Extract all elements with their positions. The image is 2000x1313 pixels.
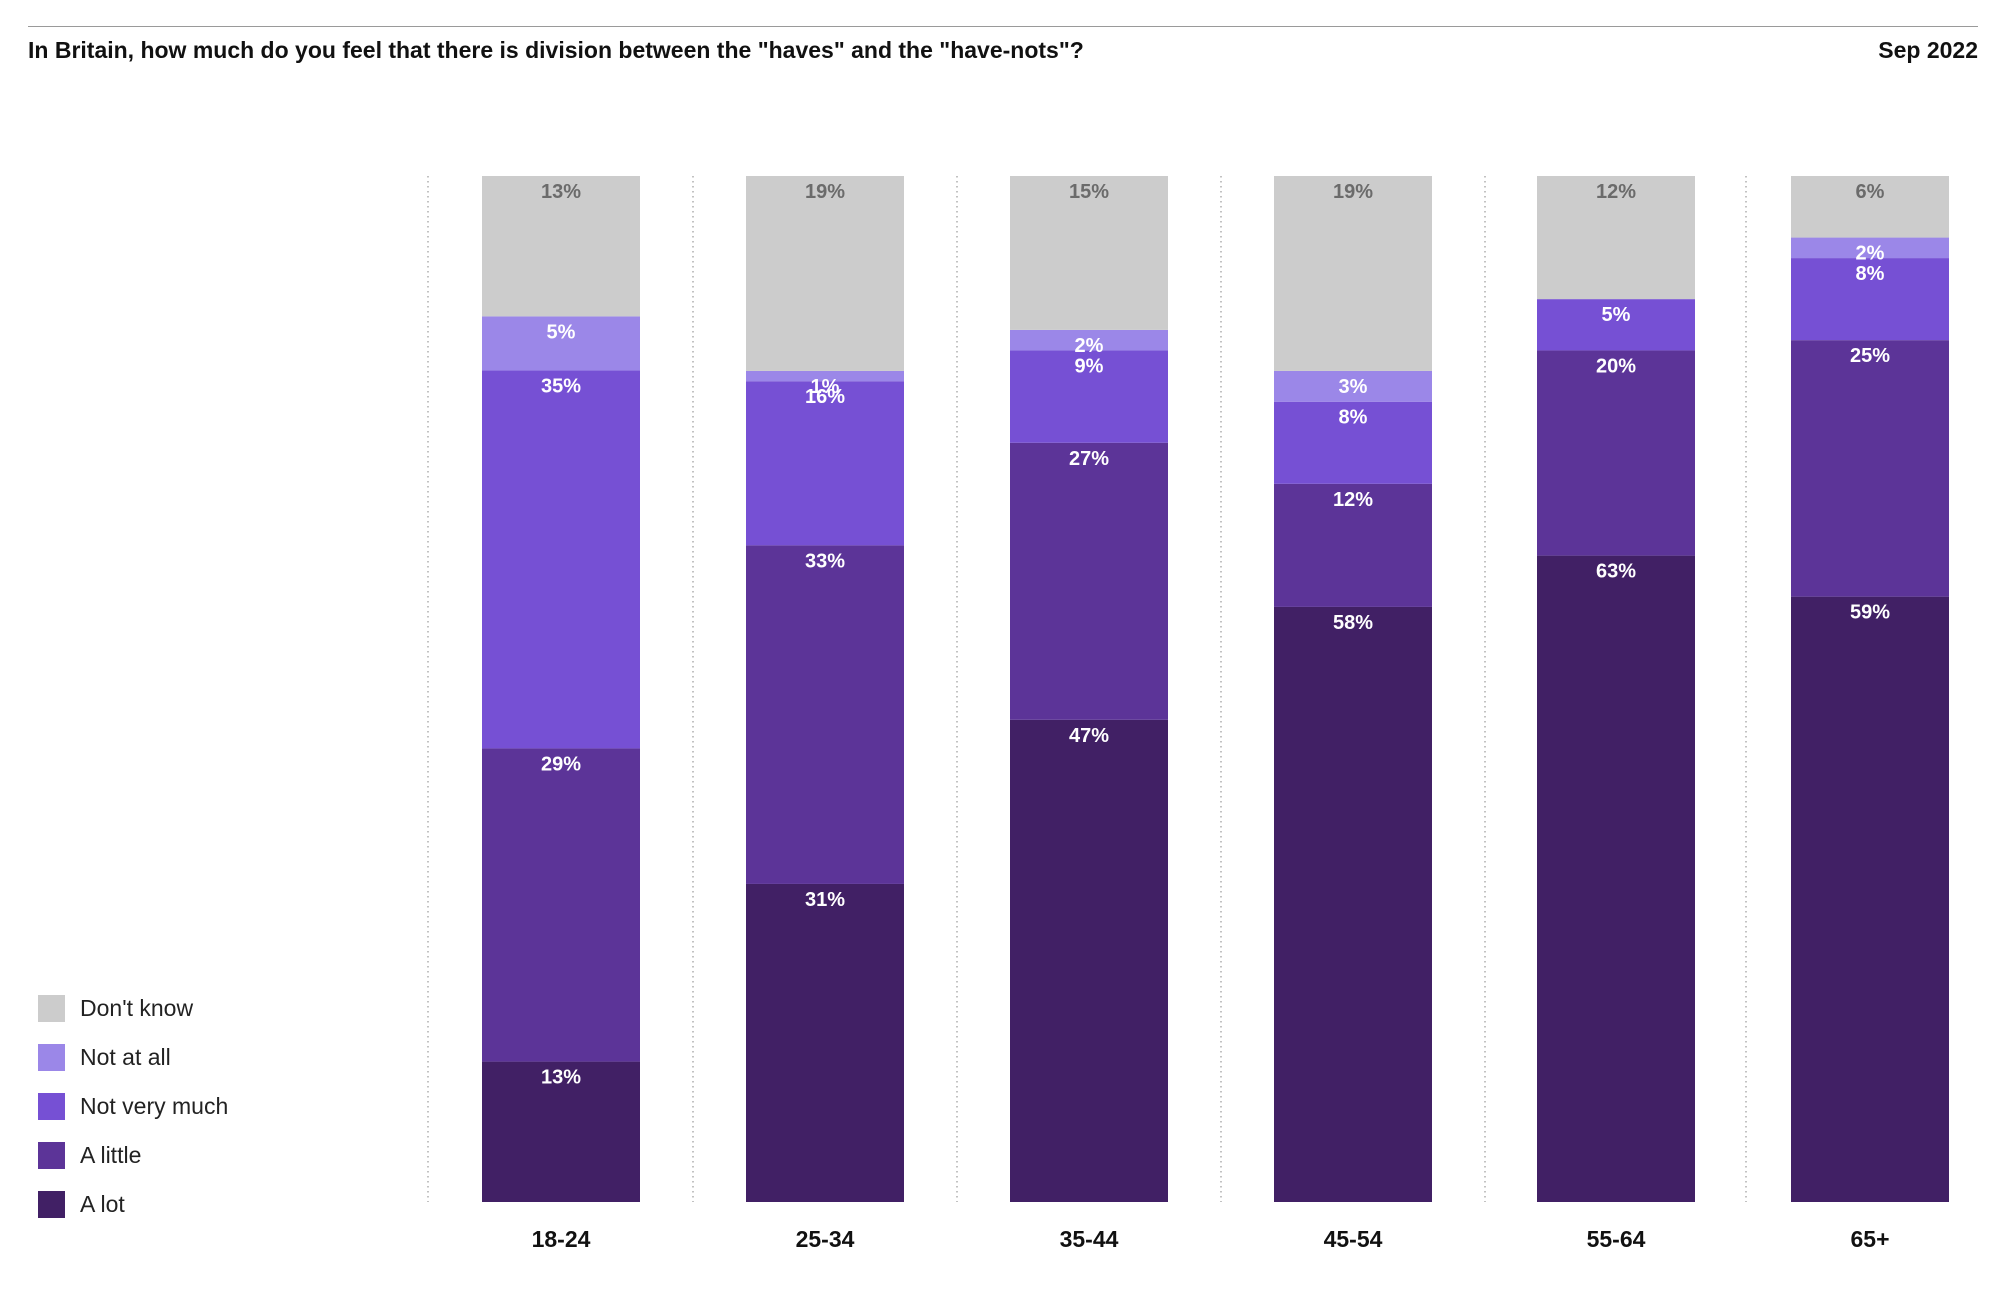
legend-item-not-at-all: Not at all: [38, 1033, 228, 1082]
legend-label-a-little: A little: [80, 1142, 142, 1168]
legend-swatch-a-little: [38, 1142, 65, 1169]
bar-45-54-don-t-know: [1274, 176, 1432, 371]
legend-swatch-a-lot: [38, 1191, 65, 1218]
bar-65-a-lot: [1791, 596, 1949, 1202]
data-label-55-64-a-little: 20%: [1596, 355, 1636, 377]
bar-35-44-a-lot: [1010, 719, 1168, 1202]
bar-35-44-not-very-much: [1010, 350, 1168, 443]
chart-title: In Britain, how much do you feel that th…: [28, 37, 1084, 63]
bar-55-64-a-little: [1537, 350, 1695, 556]
data-label-35-44-don-t-know: 15%: [1069, 181, 1109, 203]
data-label-65-not-very-much: 8%: [1856, 263, 1885, 285]
legend-label-a-lot: A lot: [80, 1191, 125, 1217]
data-label-55-64-not-very-much: 5%: [1602, 304, 1631, 326]
bar-25-34-don-t-know: [746, 176, 904, 371]
bar-55-64-not-very-much: [1537, 299, 1695, 351]
legend-label-not-very-much: Not very much: [80, 1093, 229, 1119]
bar-18-24-not-very-much: [482, 370, 640, 749]
bar-18-24-a-lot: [482, 1061, 640, 1202]
bar-35-44-not-at-all: [1010, 329, 1168, 351]
legend-item-a-lot: A lot: [38, 1180, 228, 1229]
data-label-45-54-not-at-all: 3%: [1339, 376, 1368, 398]
bar-65-not-very-much: [1791, 258, 1949, 341]
data-label-65-a-lot: 59%: [1850, 602, 1890, 624]
bar-18-24-not-at-all: [482, 316, 640, 371]
data-label-35-44-not-at-all: 2%: [1075, 335, 1104, 357]
legend-item-dont-know: Don't know: [38, 984, 228, 1033]
bar-45-54-a-little: [1274, 483, 1432, 607]
data-label-18-24-not-very-much: 35%: [541, 375, 581, 397]
data-label-35-44-a-little: 27%: [1069, 448, 1109, 470]
bar-25-34-not-very-much: [746, 381, 904, 546]
legend-item-a-little: A little: [38, 1131, 228, 1180]
bar-55-64-don-t-know: [1537, 176, 1695, 300]
x-tick-label-65: 65+: [1850, 1226, 1889, 1252]
bar-45-54-not-very-much: [1274, 401, 1432, 484]
data-label-25-34-a-lot: 31%: [805, 889, 845, 911]
data-label-45-54-not-very-much: 8%: [1339, 407, 1368, 429]
bar-35-44-don-t-know: [1010, 176, 1168, 330]
data-label-65-don-t-know: 6%: [1856, 181, 1885, 203]
data-label-45-54-a-little: 12%: [1333, 489, 1373, 511]
data-label-18-24-a-little: 29%: [541, 753, 581, 775]
bar-25-34-a-little: [746, 545, 904, 884]
data-label-25-34-not-at-all: 1%: [811, 376, 840, 398]
data-label-35-44-a-lot: 47%: [1069, 725, 1109, 747]
data-label-55-64-don-t-know: 12%: [1596, 181, 1636, 203]
data-label-45-54-don-t-know: 19%: [1333, 181, 1373, 203]
x-tick-label-55-64: 55-64: [1587, 1226, 1646, 1252]
x-tick-label-18-24: 18-24: [532, 1226, 591, 1252]
data-label-45-54-a-lot: 58%: [1333, 612, 1373, 634]
bar-55-64-a-lot: [1537, 555, 1695, 1202]
bar-18-24-don-t-know: [482, 176, 640, 317]
legend-item-not-very-much: Not very much: [38, 1082, 228, 1131]
data-label-55-64-a-lot: 63%: [1596, 561, 1636, 583]
data-label-18-24-not-at-all: 5%: [547, 321, 576, 343]
bar-18-24-a-little: [482, 748, 640, 1062]
bar-35-44-a-little: [1010, 442, 1168, 720]
legend-label-dont-know: Don't know: [80, 995, 194, 1021]
legend-swatch-not-very-much: [38, 1093, 65, 1120]
data-label-65-a-little: 25%: [1850, 345, 1890, 367]
bar-45-54-a-lot: [1274, 606, 1432, 1202]
bar-65-a-little: [1791, 340, 1949, 597]
data-label-18-24-a-lot: 13%: [541, 1067, 581, 1089]
legend-label-not-at-all: Not at all: [80, 1044, 171, 1070]
data-label-18-24-don-t-know: 13%: [541, 181, 581, 203]
data-label-25-34-not-very-much: 16%: [805, 386, 845, 408]
chart-date: Sep 2022: [1878, 37, 1978, 63]
top-rule: [28, 26, 1978, 27]
chart-legend: Don't know Not at all Not very much A li…: [38, 984, 228, 1229]
bar-65-not-at-all: [1791, 237, 1949, 259]
data-label-65-not-at-all: 2%: [1856, 243, 1885, 265]
x-tick-label-35-44: 35-44: [1060, 1226, 1119, 1252]
bar-25-34-not-at-all: [746, 370, 904, 382]
bar-45-54-not-at-all: [1274, 370, 1432, 402]
x-tick-label-45-54: 45-54: [1324, 1226, 1383, 1252]
bar-65-don-t-know: [1791, 176, 1949, 238]
x-tick-label-25-34: 25-34: [796, 1226, 855, 1252]
data-label-25-34-a-little: 33%: [805, 550, 845, 572]
bar-25-34-a-lot: [746, 883, 904, 1202]
legend-swatch-dont-know: [38, 995, 65, 1022]
data-label-25-34-don-t-know: 19%: [805, 181, 845, 203]
data-label-35-44-not-very-much: 9%: [1075, 355, 1104, 377]
legend-swatch-not-at-all: [38, 1044, 65, 1071]
